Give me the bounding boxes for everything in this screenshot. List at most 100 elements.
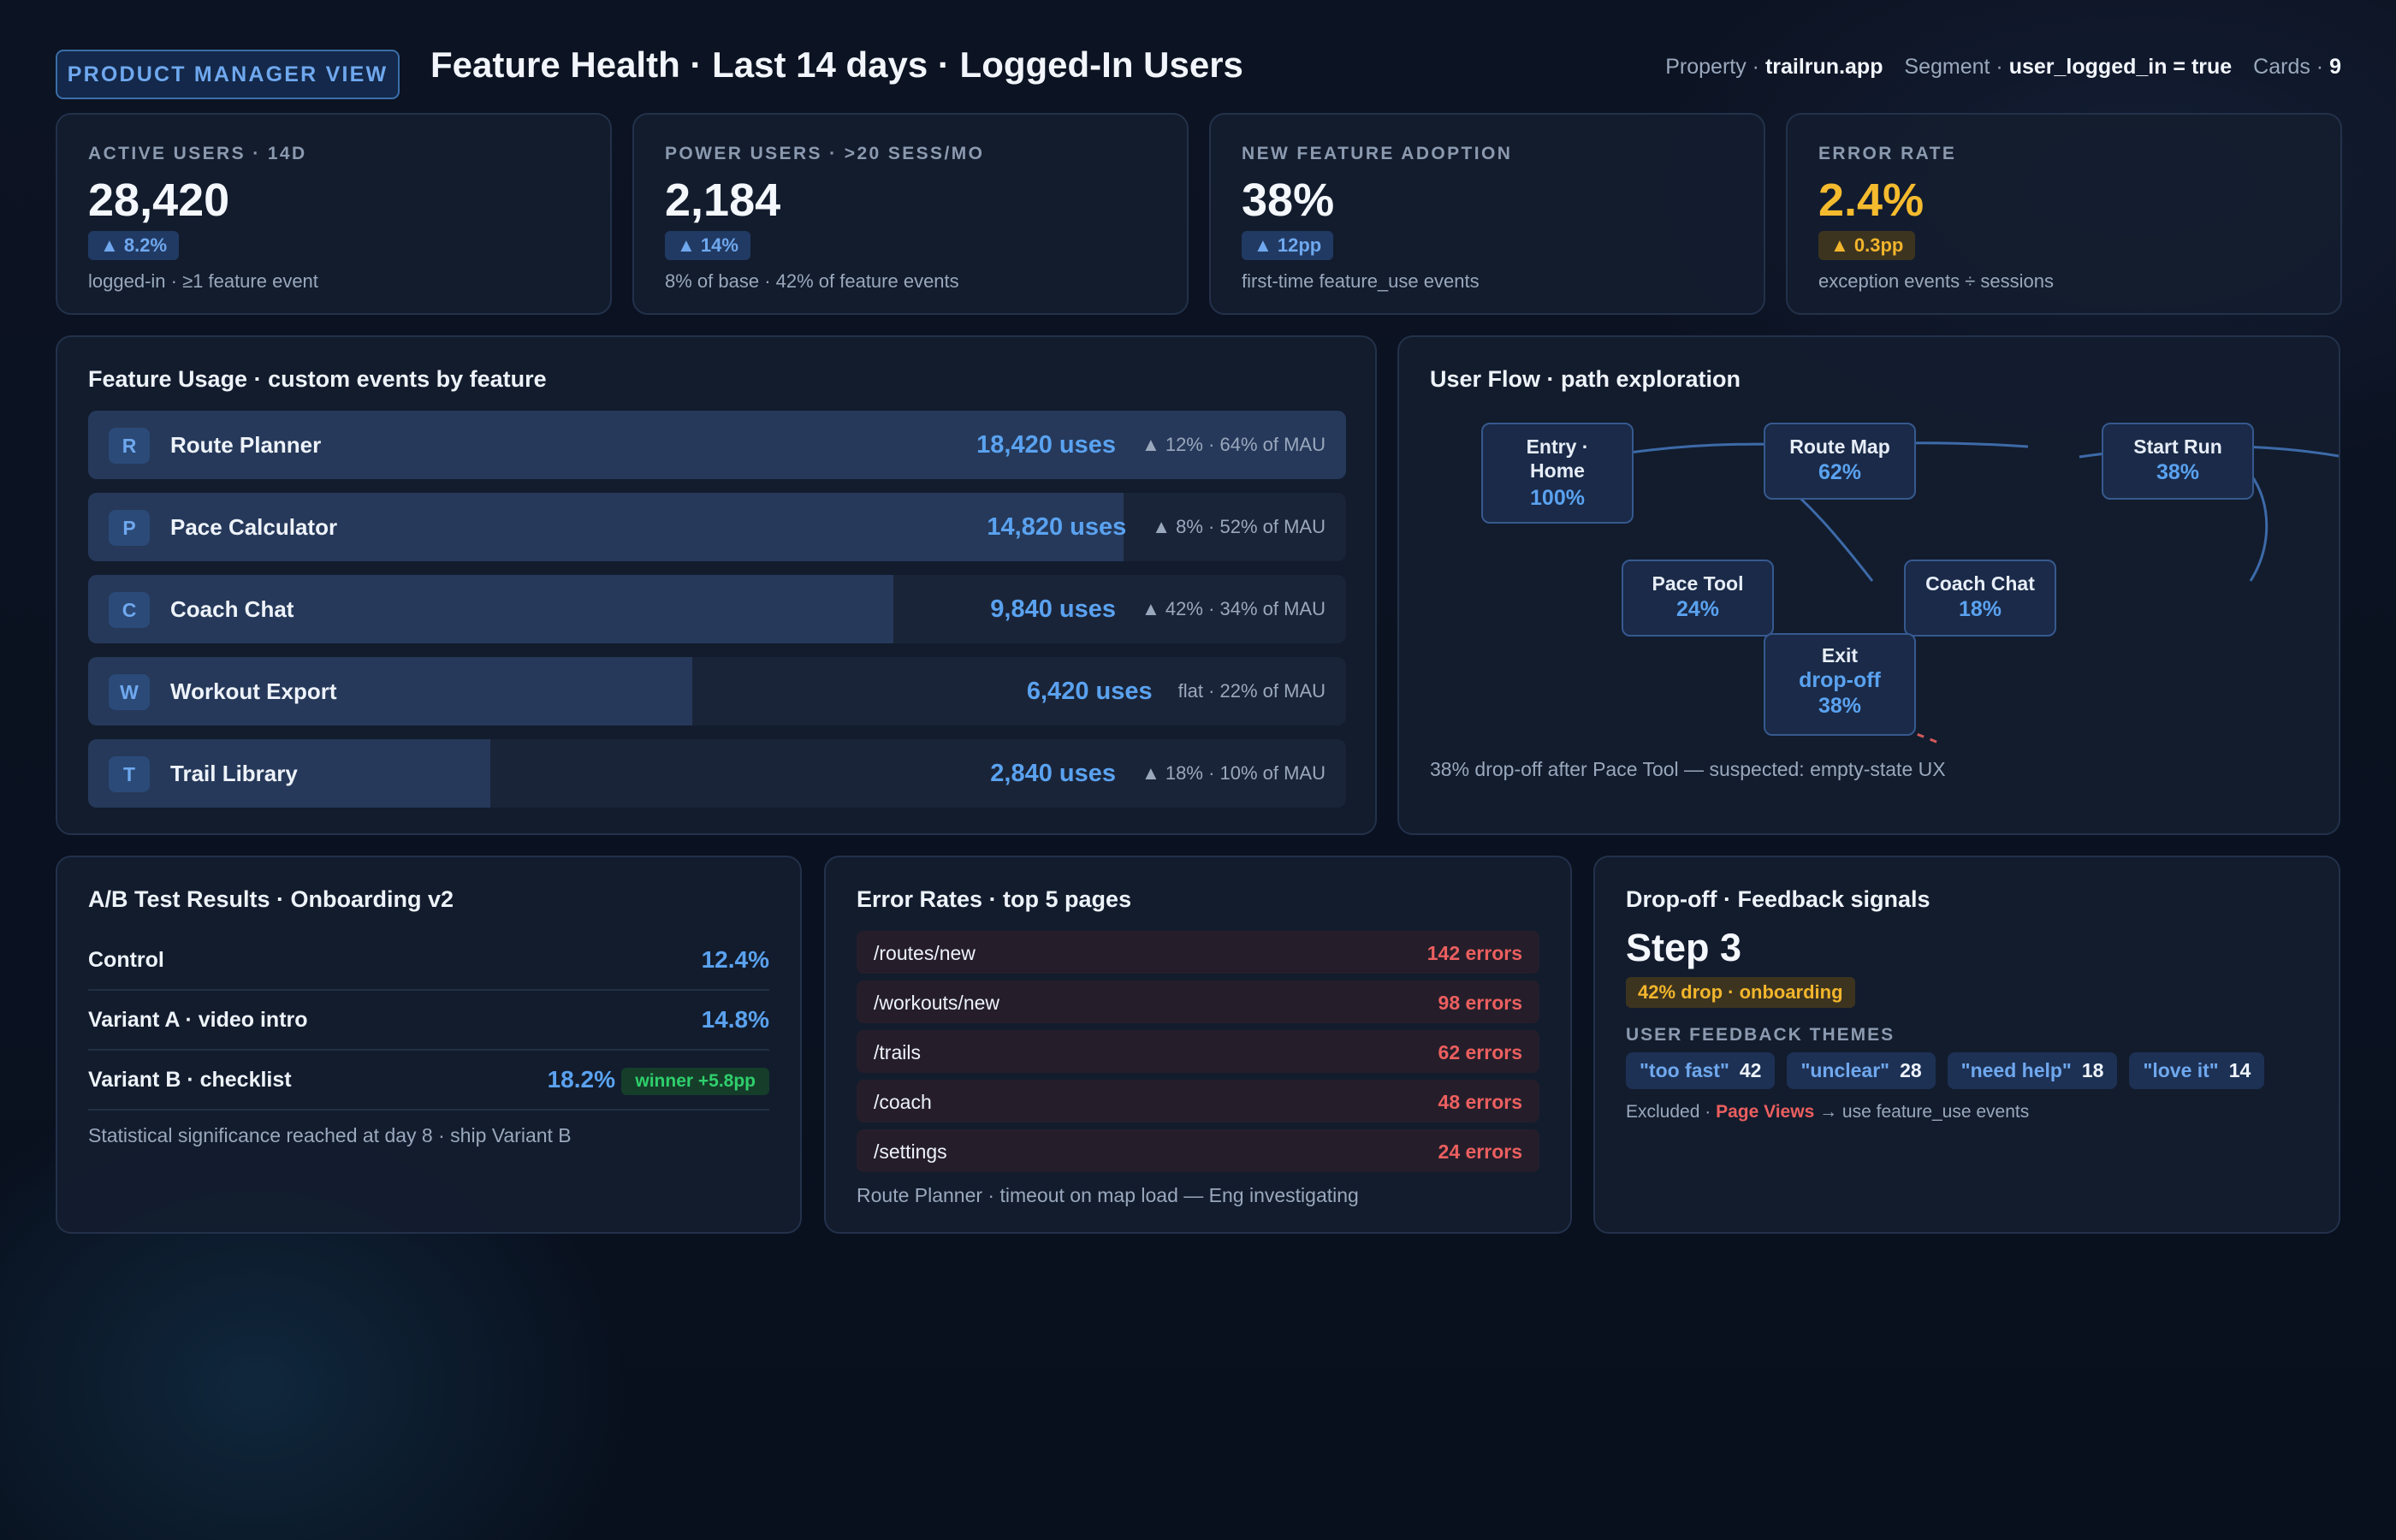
kpi-delta-badge: ▲ 8.2% (88, 231, 180, 260)
variant-rate: 18.2% (547, 1066, 615, 1093)
error-row[interactable]: /trails 62 errors (857, 1030, 1539, 1073)
flow-node-route-map[interactable]: Route Map 62% (1764, 423, 1916, 500)
node-name: Route Map (1789, 435, 1890, 458)
error-page-path: /coach (874, 1091, 932, 1113)
kpi-subtext: first-time feature_use events (1242, 270, 1480, 292)
feature-avatar: C (109, 592, 150, 628)
dropoff-badge: 42% drop · onboarding (1626, 977, 1855, 1008)
flow-node-start-run[interactable]: Start Run 38% (2102, 423, 2254, 500)
kpi-delta-badge: ▲ 14% (665, 231, 750, 260)
ab-row-variant-a[interactable]: Variant A · video intro 14.8% (88, 991, 769, 1051)
property-value[interactable]: trailrun.app (1764, 55, 1883, 79)
feedback-theme-chip[interactable]: "unclear" 28 (1787, 1052, 1936, 1089)
excluded-item: Page Views (1716, 1102, 1815, 1122)
node-value: 18% (1958, 597, 2002, 621)
feature-avatar: T (109, 756, 150, 792)
error-page-path: /trails (874, 1041, 921, 1063)
kpi-card-active-users[interactable]: ACTIVE USERS · 14D 28,420 ▲ 8.2% logged-… (56, 113, 612, 315)
theme-count: 18 (2081, 1059, 2104, 1081)
page-title: Feature Health · Last 14 days · Logged-I… (430, 44, 1243, 85)
feature-trend: ▲ 12% · 64% of MAU (1142, 434, 1326, 455)
flow-node-entry-home[interactable]: Entry · Home 100% (1481, 423, 1634, 524)
usage-bar-fill (88, 575, 893, 643)
feature-avatar: W (109, 674, 150, 710)
node-name: Start Run (2133, 435, 2222, 458)
feature-uses: 9,840 uses (990, 595, 1117, 623)
feature-name: Route Planner (170, 432, 322, 458)
error-rates-card: Error Rates · top 5 pages /routes/new 14… (824, 856, 1572, 1234)
excluded-note: Excluded · Page Views → use feature_use … (1626, 1102, 2029, 1122)
feature-row-coach-chat[interactable]: C Coach Chat 9,840 uses ▲ 42% · 34% of MA… (88, 575, 1346, 643)
flow-node-pace-tool[interactable]: Pace Tool 24% (1622, 560, 1774, 637)
kpi-value: 38% (1242, 175, 1335, 226)
theme-count: 42 (1739, 1059, 1762, 1081)
kpi-label: ACTIVE USERS · 14D (88, 144, 307, 163)
kpi-card-power-users[interactable]: POWER USERS · >20 SESS/MO 2,184 ▲ 14% 8%… (632, 113, 1189, 315)
usage-bar-fill (88, 657, 692, 726)
segment-value[interactable]: user_logged_in = true (2008, 55, 2233, 79)
theme-quote: "too fast" (1640, 1059, 1729, 1081)
ab-row-control[interactable]: Control 12.4% (88, 931, 769, 991)
feature-usage-card: Feature Usage · custom events by feature… (56, 335, 1377, 835)
error-count: 98 errors (1438, 992, 1522, 1014)
theme-quote: "unclear" (1800, 1059, 1890, 1081)
feature-trend: ▲ 18% · 10% of MAU (1142, 762, 1326, 784)
feedback-theme-chip[interactable]: "too fast" 42 (1626, 1052, 1776, 1089)
node-value: 100% (1530, 486, 1585, 510)
kpi-card-error-rate[interactable]: ERROR RATE 2.4% ▲ 0.3pp exception events… (1786, 113, 2342, 315)
card-title: A/B Test Results · Onboarding v2 (88, 886, 454, 912)
node-name: Coach Chat (1925, 572, 2035, 595)
card-title: User Flow · path exploration (1430, 366, 1741, 392)
ab-row-variant-b[interactable]: Variant B · checklist 18.2% winner +5.8p… (88, 1051, 769, 1111)
feature-row-route-planner[interactable]: R Route Planner 18,420 uses ▲ 12% · 64% o… (88, 411, 1346, 479)
feedback-theme-chip[interactable]: "need help" 18 (1947, 1052, 2118, 1089)
kpi-card-feature-adoption[interactable]: NEW FEATURE ADOPTION 38% ▲ 12pp first-ti… (1209, 113, 1765, 315)
header-meta: Property · trailrun.app Segment · user_l… (1665, 55, 2341, 80)
flow-node-exit[interactable]: Exit drop-off 38% (1764, 633, 1916, 736)
error-count: 62 errors (1438, 1041, 1522, 1063)
dropoff-card: Drop-off · Feedback signals Step 3 42% d… (1593, 856, 2340, 1234)
view-mode-badge[interactable]: PRODUCT MANAGER VIEW (56, 50, 400, 99)
ab-test-card: A/B Test Results · Onboarding v2 Control… (56, 856, 802, 1234)
feature-uses: 14,820 uses (987, 512, 1127, 541)
variant-rate: 14.8% (701, 1006, 769, 1033)
kpi-subtext: 8% of base · 42% of feature events (665, 270, 959, 292)
error-row[interactable]: /coach 48 errors (857, 1080, 1539, 1122)
error-page-path: /routes/new (874, 942, 976, 964)
feedback-themes: "too fast" 42 "unclear" 28 "need help" 18 "… (1626, 1052, 2265, 1089)
error-rates-note: Route Planner · timeout on map load — En… (857, 1184, 1359, 1206)
flow-insight-note: 38% drop-off after Pace Tool — suspected… (1430, 758, 1946, 780)
feature-uses: 6,420 uses (1026, 677, 1153, 705)
usage-bar-fill (88, 411, 1346, 479)
card-title: Error Rates · top 5 pages (857, 886, 1132, 912)
flow-node-coach-chat[interactable]: Coach Chat 18% (1904, 560, 2056, 637)
theme-quote: "love it" (2143, 1059, 2219, 1081)
variant-name: Control (88, 948, 164, 972)
node-name: Pace Tool (1652, 572, 1744, 595)
user-flow-card: User Flow · path exploration Entry · Hom… (1397, 335, 2340, 835)
card-title: Feature Usage · custom events by feature (88, 366, 547, 392)
kpi-delta-badge: ▲ 0.3pp (1818, 231, 1916, 260)
error-row[interactable]: /workouts/new 98 errors (857, 980, 1539, 1023)
node-value: drop-off 38% (1799, 668, 1881, 718)
card-title: Drop-off · Feedback signals (1626, 886, 1930, 912)
feature-trend: ▲ 8% · 52% of MAU (1152, 516, 1326, 537)
feedback-theme-chip[interactable]: "love it" 14 (2129, 1052, 2265, 1089)
kpi-label: NEW FEATURE ADOPTION (1242, 144, 1513, 163)
error-row[interactable]: /routes/new 142 errors (857, 931, 1539, 974)
feature-row-trail-library[interactable]: T Trail Library 2,840 uses ▲ 18% · 10% of… (88, 739, 1346, 808)
node-value: 38% (2156, 460, 2200, 484)
error-count: 24 errors (1438, 1140, 1522, 1163)
winner-badge: winner +5.8pp (621, 1068, 769, 1095)
kpi-subtext: logged-in · ≥1 feature event (88, 270, 318, 292)
excluded-prefix: Excluded · (1626, 1102, 1711, 1122)
feature-trend: flat · 22% of MAU (1177, 680, 1326, 702)
feature-row-workout-export[interactable]: W Workout Export 6,420 uses flat · 22% of… (88, 657, 1346, 726)
error-page-path: /settings (874, 1140, 947, 1163)
feature-name: Pace Calculator (170, 514, 338, 540)
feature-row-pace-calculator[interactable]: P Pace Calculator 14,820 uses ▲ 8% · 52% … (88, 493, 1346, 561)
node-value: 62% (1818, 460, 1862, 484)
usage-bar-fill (88, 493, 1124, 561)
error-row[interactable]: /settings 24 errors (857, 1129, 1539, 1172)
node-value: 24% (1675, 597, 1720, 621)
